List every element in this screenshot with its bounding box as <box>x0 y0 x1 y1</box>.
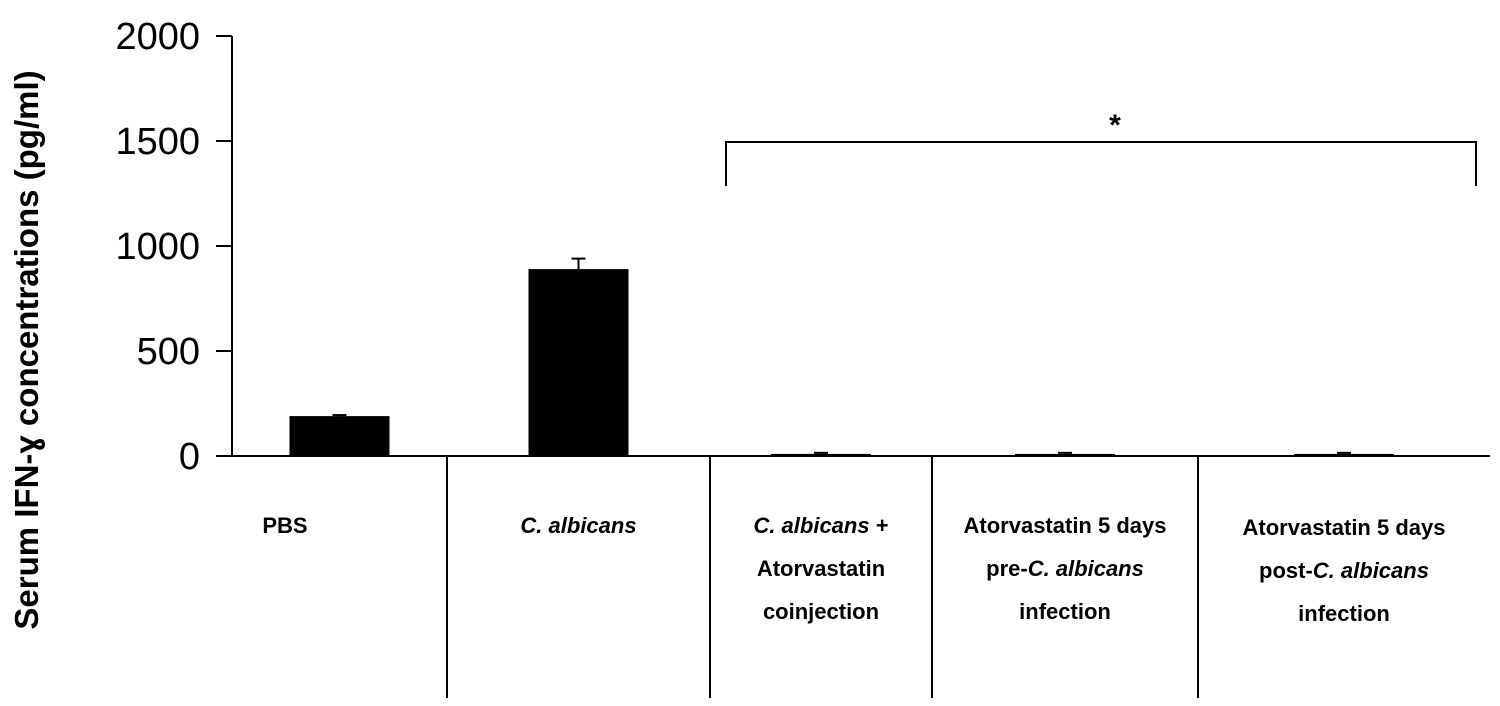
y-tick-label: 1500 <box>115 121 200 163</box>
bar <box>1294 453 1394 456</box>
category-label: C. albicans <box>520 513 636 538</box>
category-label-part: infection <box>1019 599 1111 624</box>
category-label-part: PBS <box>262 513 307 538</box>
category-label: Atorvastatin 5 days post-C. albicans infec… <box>1243 515 1446 626</box>
axes <box>231 36 1490 698</box>
category-label: Atorvastatin 5 days pre-C. albicans infect… <box>964 513 1167 624</box>
category-label-part: Atorvastatin <box>757 556 885 581</box>
category-label-part: pre- <box>986 556 1028 581</box>
category-labels: PBS C. albicans C. albicans + Atorvastatin c… <box>262 513 1445 626</box>
category-label-part: C. albicans <box>1028 556 1144 581</box>
bar <box>771 453 871 456</box>
bars <box>289 257 1394 456</box>
category-label-part: C. albicans <box>753 513 869 538</box>
category-label-part: coinjection <box>763 599 879 624</box>
category-label-part: C. albicans <box>1313 558 1429 583</box>
y-tick-label: 0 <box>179 436 200 478</box>
category-label-part: post- <box>1259 558 1313 583</box>
bar <box>289 416 390 456</box>
bar <box>1015 453 1115 456</box>
category-label: C. albicans + Atorvastatin coinjection <box>753 513 888 624</box>
category-label-part: infection <box>1298 601 1390 626</box>
category-label-part: Atorvastatin 5 days <box>1243 515 1446 540</box>
category-label-part: Atorvastatin 5 days <box>964 513 1167 538</box>
bar <box>528 269 629 456</box>
category-label-part: + <box>870 513 889 538</box>
significance-star: * <box>1109 109 1121 142</box>
y-tick-label: 1000 <box>115 226 200 268</box>
significance-bracket: * <box>725 109 1477 186</box>
category-label: PBS <box>262 513 307 538</box>
y-ticks: 0 500 1000 1500 2000 <box>115 16 232 478</box>
y-axis-label: Serum IFN-ɣ concentrations (pg/ml) <box>8 70 45 629</box>
category-label-part: C. albicans <box>520 513 636 538</box>
y-tick-label: 2000 <box>115 16 200 58</box>
y-tick-label: 500 <box>137 331 200 373</box>
bracket-line <box>725 141 1477 186</box>
